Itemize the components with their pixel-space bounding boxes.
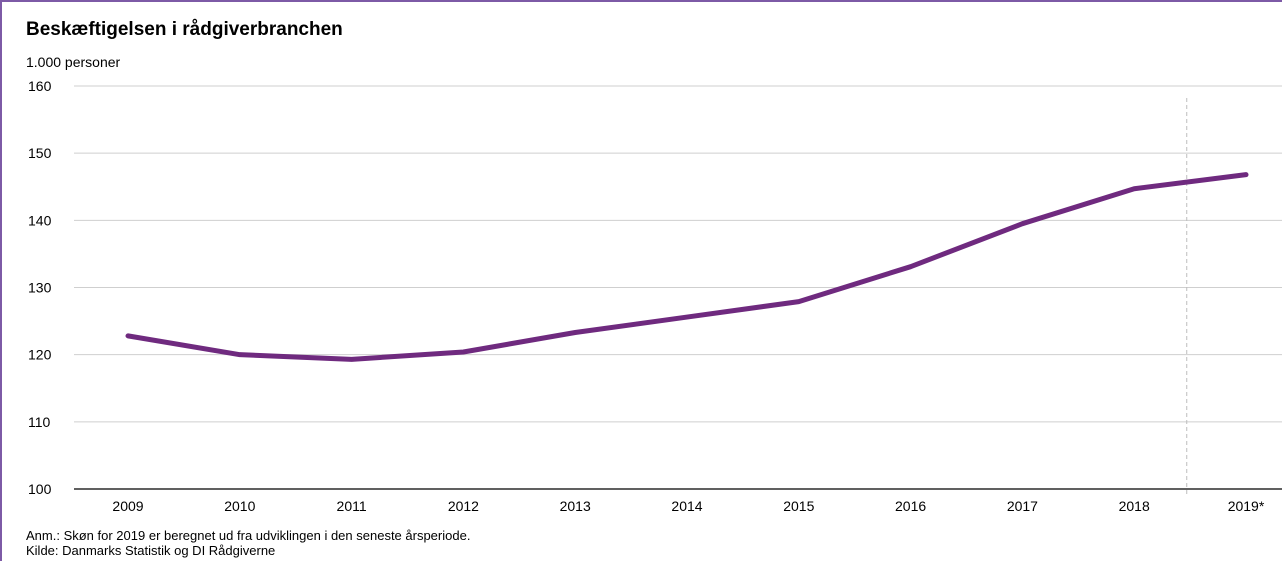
x-tick-label-2014: 2014 bbox=[671, 498, 702, 514]
data-point-2009 bbox=[126, 333, 131, 338]
data-point-2013 bbox=[573, 330, 578, 335]
data-point-2015 bbox=[796, 299, 801, 304]
data-point-2010 bbox=[237, 352, 242, 357]
x-tick-label-2010: 2010 bbox=[224, 498, 255, 514]
data-point-2019-estimate bbox=[1244, 172, 1249, 177]
grid-layer bbox=[74, 85, 1282, 423]
x-tick-label-2011: 2011 bbox=[337, 498, 367, 514]
data-point-2018 bbox=[1132, 186, 1137, 191]
y-tick-label-160: 160 bbox=[28, 78, 52, 94]
x-tick-label-2015: 2015 bbox=[783, 498, 814, 514]
data-point-2011 bbox=[349, 357, 354, 362]
y-tick-label-110: 110 bbox=[28, 414, 51, 430]
axis-layer: 100 110 120 130 140 150 160 2009 2010 2011 2012 201… bbox=[28, 78, 1282, 514]
data-point-2017 bbox=[1020, 221, 1025, 226]
y-tick-label-100: 100 bbox=[28, 481, 52, 497]
x-tick-label-2017: 2017 bbox=[1007, 498, 1038, 514]
chart-title: Beskæftigelsen i rådgiverbranchen bbox=[26, 19, 343, 40]
chart-notes: Anm.: Skøn for 2019 er beregnet ud fra u… bbox=[26, 528, 470, 558]
estimate-note: Anm.: Skøn for 2019 er beregnet ud fra u… bbox=[26, 528, 471, 543]
x-tick-label-2016: 2016 bbox=[895, 498, 926, 514]
data-point-2014 bbox=[685, 315, 690, 320]
y-tick-label-120: 120 bbox=[28, 347, 52, 363]
x-tick-label-2013: 2013 bbox=[560, 498, 591, 514]
y-tick-label-150: 150 bbox=[28, 145, 52, 161]
x-tick-label-2018: 2018 bbox=[1119, 498, 1150, 514]
y-axis-unit-label: 1.000 personer bbox=[26, 54, 121, 70]
series-layer bbox=[125, 172, 1249, 362]
data-point-2016 bbox=[908, 264, 913, 269]
source-note: Kilde: Danmarks Statistik og DI Rådgiver… bbox=[26, 543, 276, 558]
x-tick-label-2012: 2012 bbox=[448, 498, 479, 514]
y-tick-label-140: 140 bbox=[28, 212, 52, 228]
employment-series-line-0 bbox=[125, 172, 1249, 362]
y-tick-label-130: 130 bbox=[28, 280, 52, 296]
x-tick-label-2019-estimate: 2019* bbox=[1228, 498, 1265, 514]
x-tick-label-2009: 2009 bbox=[112, 498, 143, 514]
data-point-2012 bbox=[461, 350, 466, 355]
